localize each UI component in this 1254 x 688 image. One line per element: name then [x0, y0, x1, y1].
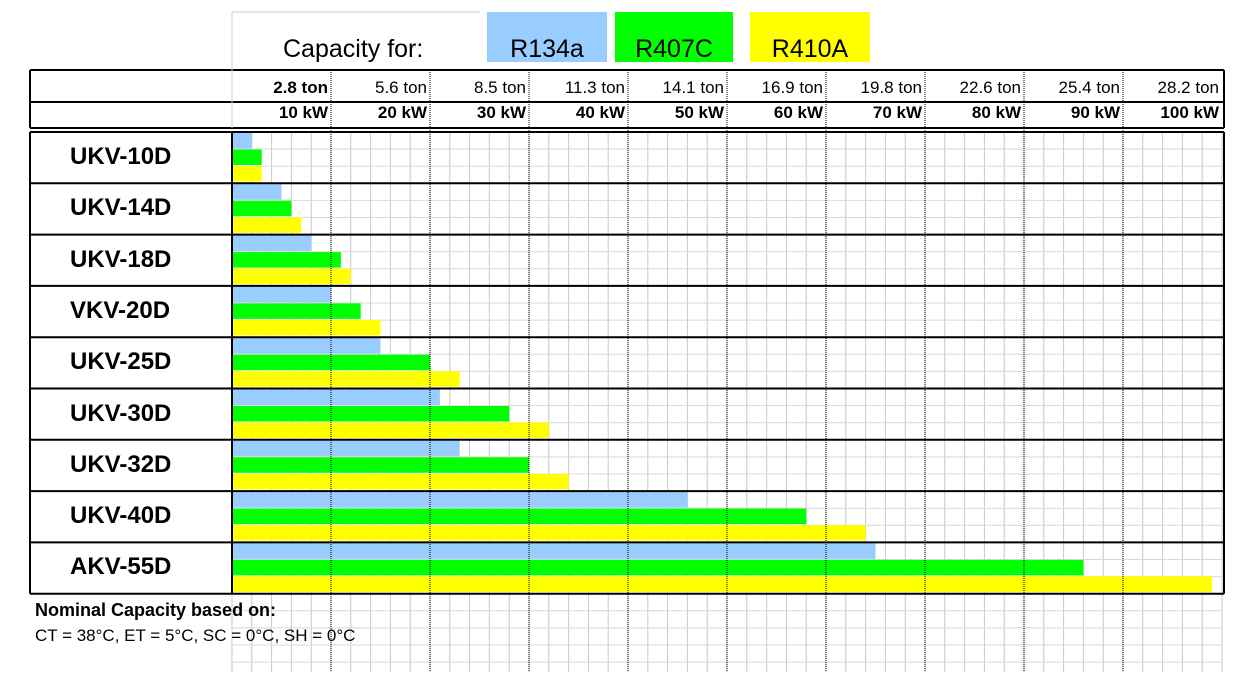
- kw-tick-label: 40 kW: [575, 103, 625, 122]
- bar-r410a-ukv-10d: [232, 166, 262, 182]
- bar-r134a-ukv-30d: [232, 389, 440, 405]
- ton-tick-label: 11.3 ton: [564, 78, 625, 97]
- ton-tick-label: 25.4 ton: [1058, 78, 1120, 97]
- category-label-ukv-30d: UKV-30D: [70, 399, 172, 427]
- bar-r410a-ukv-25d: [232, 371, 460, 387]
- kw-tick-label: 80 kW: [971, 103, 1021, 122]
- bar-r134a-ukv-18d: [232, 235, 312, 252]
- kw-tick-label: 20 kW: [377, 103, 427, 122]
- category-label-ukv-25d: UKV-25D: [70, 348, 172, 376]
- kw-tick-label: 50 kW: [674, 103, 724, 122]
- ton-tick-label: 16.9 ton: [761, 78, 823, 97]
- bar-r134a-ukv-40d: [232, 492, 688, 508]
- kw-tick-label: 90 kW: [1070, 103, 1120, 122]
- legend-title: Capacity for:: [283, 35, 424, 63]
- ton-tick-label: 22.6 ton: [959, 78, 1021, 97]
- bar-r407c-ukv-32d: [232, 457, 529, 473]
- bar-r410a-vkv-20d: [232, 319, 381, 336]
- bar-r410a-ukv-30d: [232, 422, 549, 438]
- bar-r410a-akv-55d: [232, 576, 1213, 592]
- kw-tick-label: 30 kW: [476, 103, 526, 122]
- kw-tick-label: 60 kW: [773, 103, 823, 122]
- bar-r134a-ukv-25d: [232, 338, 381, 354]
- bar-r410a-ukv-40d: [232, 525, 866, 541]
- bar-r134a-ukv-32d: [232, 440, 460, 457]
- ton-tick-label: 2.8 ton: [273, 78, 328, 97]
- ton-tick-label: 19.8 ton: [860, 78, 922, 97]
- bar-r407c-vkv-20d: [232, 303, 361, 319]
- bar-r410a-ukv-18d: [232, 268, 351, 285]
- note-conditions: CT = 38°C, ET = 5°C, SC = 0°C, SH = 0°C: [35, 626, 356, 645]
- bar-r407c-ukv-30d: [232, 406, 510, 422]
- legend-r134a: R134a: [487, 12, 607, 63]
- legend-r410a: R410A: [750, 12, 870, 63]
- ton-tick-label: 28.2 ton: [1157, 78, 1219, 97]
- kw-tick-label: 100 kW: [1160, 103, 1219, 122]
- ton-tick-label: 8.5 ton: [474, 78, 526, 97]
- bar-r134a-akv-55d: [232, 543, 876, 559]
- bar-r410a-ukv-32d: [232, 473, 569, 490]
- category-label-ukv-14d: UKV-14D: [70, 194, 172, 222]
- note-title: Nominal Capacity based on:: [35, 600, 277, 620]
- bar-r134a-vkv-20d: [232, 286, 331, 303]
- category-label-ukv-40d: UKV-40D: [70, 502, 172, 530]
- bar-r407c-ukv-14d: [232, 200, 292, 217]
- category-label-ukv-10d: UKV-10D: [70, 143, 172, 170]
- bar-r407c-akv-55d: [232, 559, 1084, 576]
- kw-tick-label: 10 kW: [278, 103, 328, 122]
- ton-tick-label: 14.1 ton: [662, 78, 724, 97]
- legend-r407c: R407C: [615, 12, 733, 63]
- bar-r407c-ukv-40d: [232, 508, 807, 525]
- category-label-ukv-32d: UKV-32D: [70, 450, 172, 478]
- category-label-akv-55d: AKV-55D: [70, 553, 172, 581]
- bar-r407c-ukv-18d: [232, 252, 341, 268]
- ton-tick-label: 5.6 ton: [375, 78, 427, 97]
- bar-r407c-ukv-10d: [232, 149, 262, 165]
- category-label-ukv-18d: UKV-18D: [70, 245, 172, 273]
- bar-r134a-ukv-10d: [232, 133, 252, 149]
- bar-r134a-ukv-14d: [232, 184, 282, 200]
- category-label-vkv-20d: VKV-20D: [70, 296, 171, 324]
- kw-tick-label: 70 kW: [872, 103, 922, 122]
- bar-r410a-ukv-14d: [232, 217, 302, 233]
